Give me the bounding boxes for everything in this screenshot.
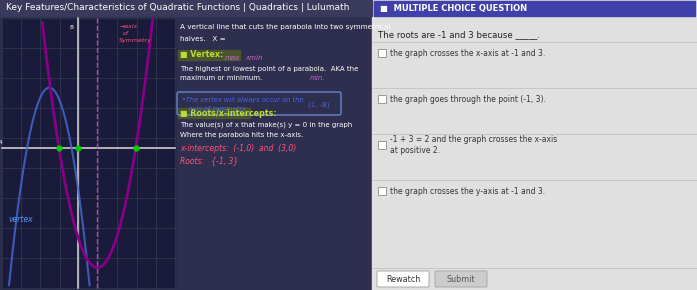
Text: the graph crosses the y-axis at -1 and 3.: the graph crosses the y-axis at -1 and 3… xyxy=(390,186,545,195)
Text: max: max xyxy=(225,55,240,61)
Bar xyxy=(0,16,372,290)
Bar xyxy=(372,0,697,290)
Text: x-intercepts:  (-1,0)  and  (3,0): x-intercepts: (-1,0) and (3,0) xyxy=(180,144,296,153)
Text: Submit: Submit xyxy=(447,275,475,284)
Text: Roots:   {-1, 3}: Roots: {-1, 3} xyxy=(180,156,238,165)
Bar xyxy=(2,18,175,288)
Text: maximum or minimum.: maximum or minimum. xyxy=(180,75,262,81)
Bar xyxy=(378,49,386,57)
Text: →axis: →axis xyxy=(120,24,137,29)
Text: halves.   X =: halves. X = xyxy=(180,36,226,42)
Text: vertex: vertex xyxy=(8,215,33,224)
Text: ■ Roots/x-intercepts:: ■ Roots/x-intercepts: xyxy=(180,108,277,117)
Text: •The vertex will always occur on the
   axis of symmetry: •The vertex will always occur on the axi… xyxy=(182,97,303,112)
Bar xyxy=(178,108,250,118)
Text: ■  MULTIPLE CHOICE QUESTION: ■ MULTIPLE CHOICE QUESTION xyxy=(380,3,527,12)
Text: Where the parabola hits the x-axis.: Where the parabola hits the x-axis. xyxy=(180,132,303,138)
Text: Symmetry: Symmetry xyxy=(118,38,151,43)
Text: the graph crosses the x-axis at -1 and 3.: the graph crosses the x-axis at -1 and 3… xyxy=(390,48,545,57)
Text: The highest or lowest point of a parabola.  AKA the: The highest or lowest point of a parabol… xyxy=(180,66,358,72)
Text: Rewatch: Rewatch xyxy=(386,275,420,284)
Text: the graph goes through the point (-1, 3).: the graph goes through the point (-1, 3)… xyxy=(390,95,546,104)
Text: ■ Vertex:: ■ Vertex: xyxy=(180,50,223,59)
Text: (1, -8): (1, -8) xyxy=(308,101,330,108)
Text: -1 + 3 = 2 and the graph crosses the x-axis
at positive 2.: -1 + 3 = 2 and the graph crosses the x-a… xyxy=(390,135,557,155)
Bar xyxy=(374,1,695,16)
Text: -4: -4 xyxy=(0,139,3,145)
Text: 8: 8 xyxy=(70,25,74,30)
Text: The value(s) of x that make(s) y = 0 in the graph: The value(s) of x that make(s) y = 0 in … xyxy=(180,122,352,128)
Bar xyxy=(378,141,386,149)
Text: Key Features/Characteristics of Quadratic Functions | Quadratics | Lulumath: Key Features/Characteristics of Quadrati… xyxy=(6,3,349,12)
Text: ʌmin: ʌmin xyxy=(245,55,263,61)
Text: A vertical line that cuts the parabola into two symmetrical: A vertical line that cuts the parabola i… xyxy=(180,24,390,30)
FancyBboxPatch shape xyxy=(435,271,487,287)
Bar xyxy=(378,95,386,103)
Text: of: of xyxy=(123,31,129,36)
Bar xyxy=(378,187,386,195)
Bar xyxy=(0,0,372,16)
Bar xyxy=(178,50,240,60)
Text: min.: min. xyxy=(310,75,325,81)
Text: The roots are -1 and 3 because _____.: The roots are -1 and 3 because _____. xyxy=(378,30,540,39)
FancyBboxPatch shape xyxy=(377,271,429,287)
